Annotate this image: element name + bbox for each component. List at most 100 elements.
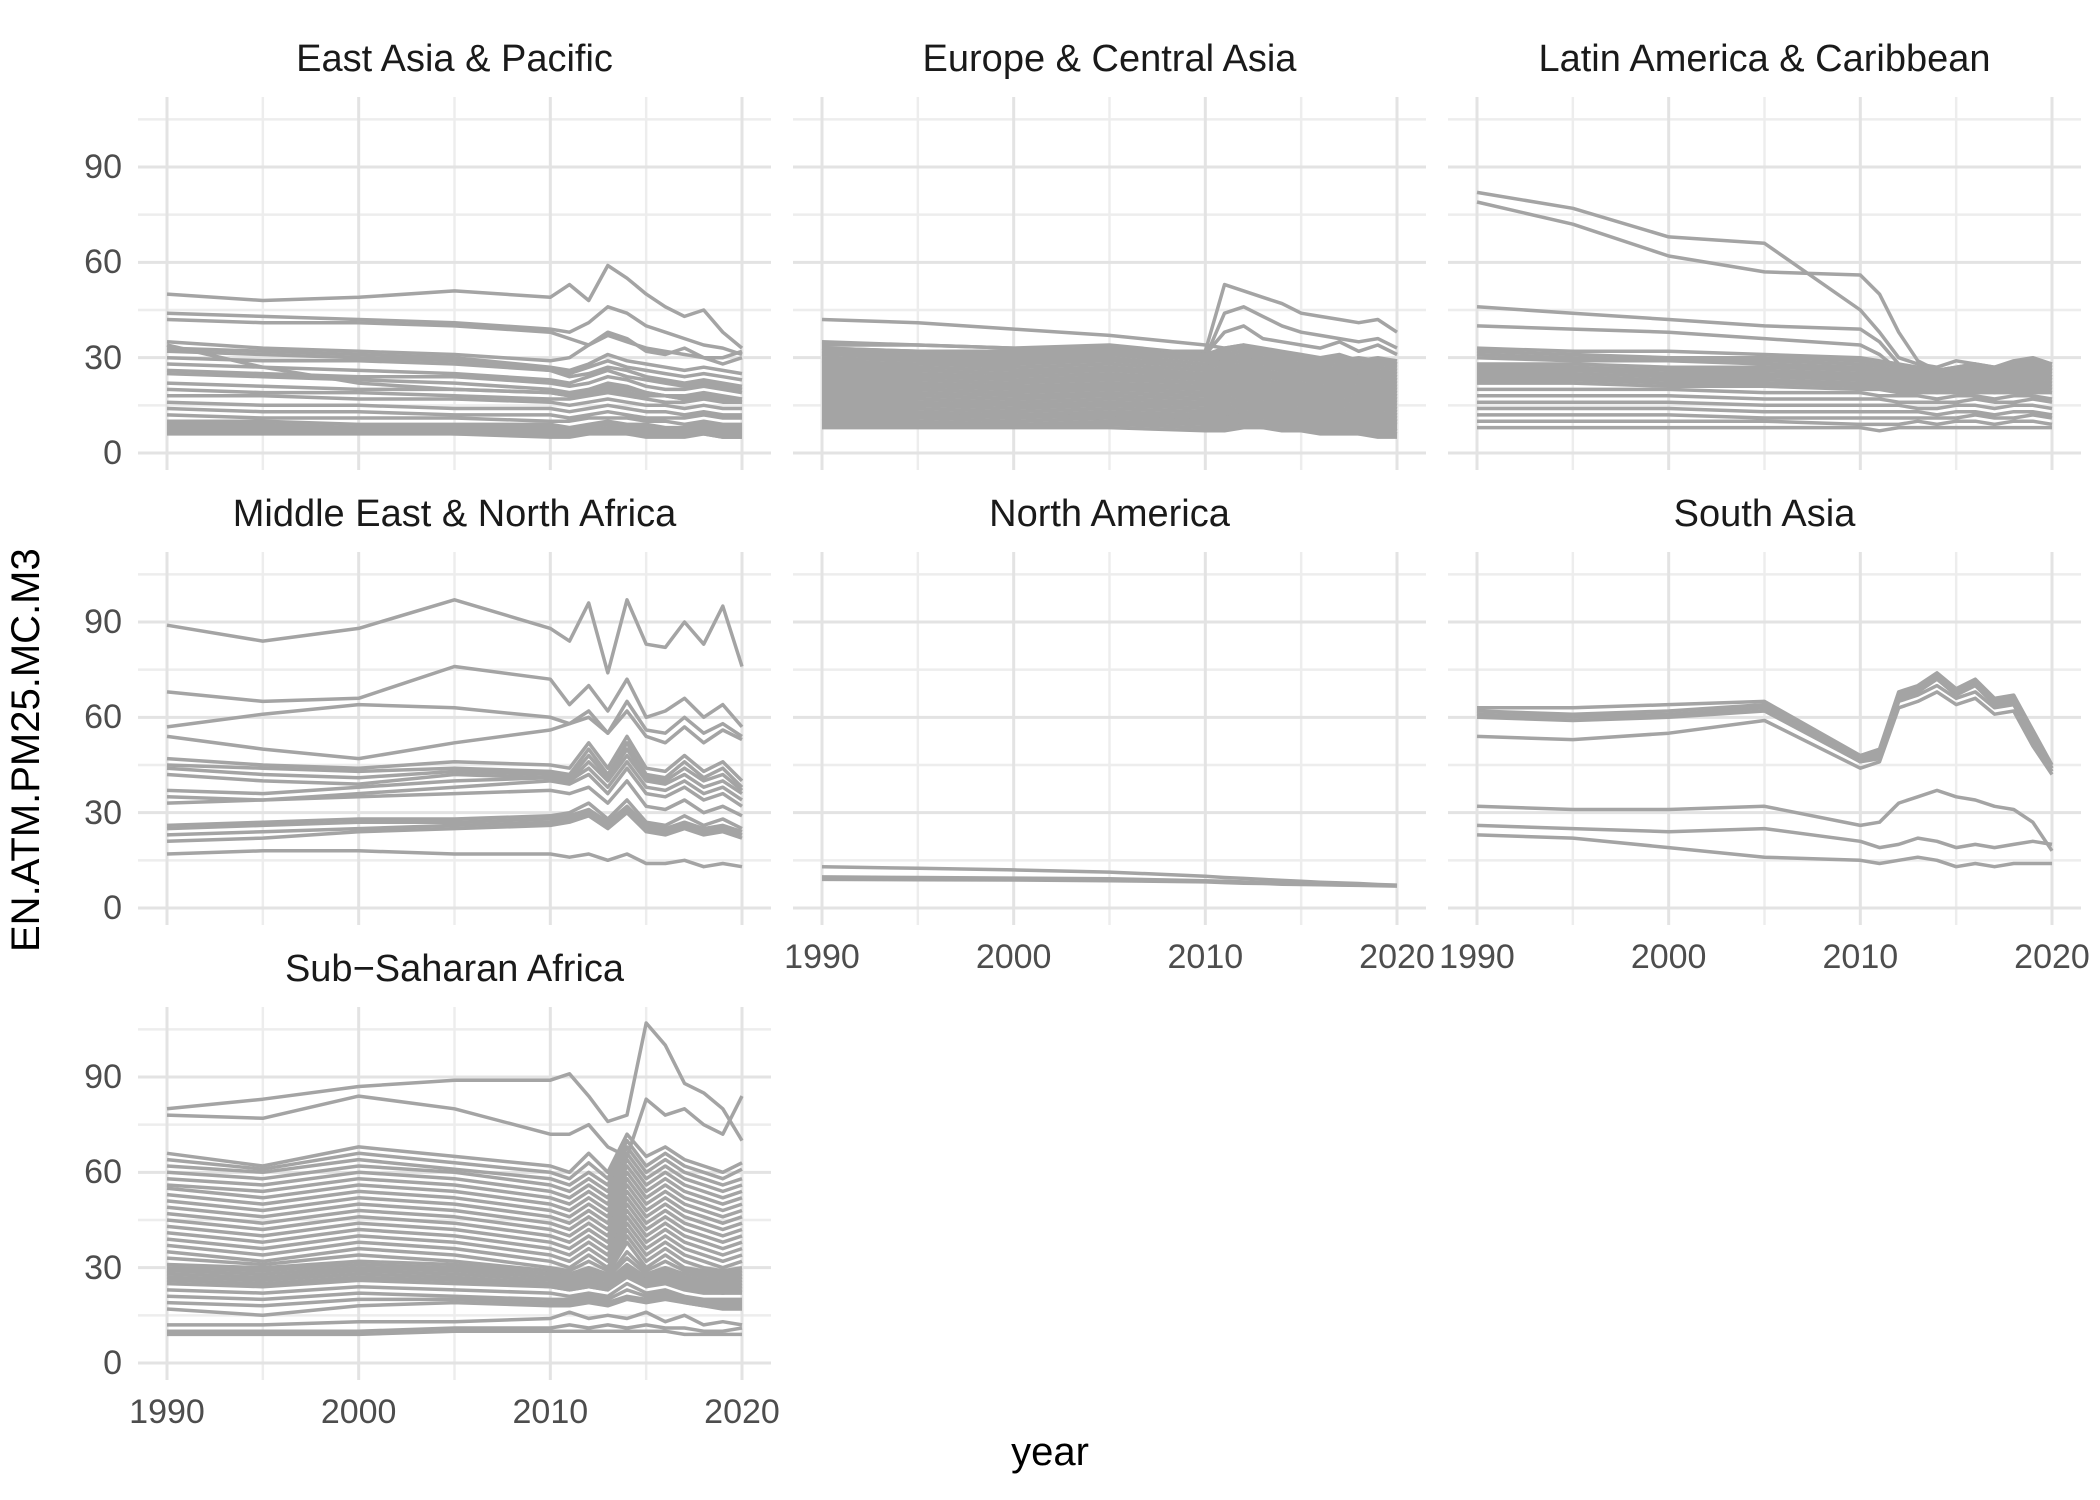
series-line	[821, 346, 1398, 366]
facet-title: Latin America & Caribbean	[1538, 38, 1991, 81]
series-line	[166, 355, 743, 389]
series-line	[166, 1094, 744, 1159]
series-line	[821, 877, 1398, 888]
series-line	[821, 349, 1398, 369]
series-line	[166, 368, 743, 395]
series-line	[166, 734, 744, 783]
series-line	[822, 374, 1398, 395]
series-line	[167, 432, 742, 439]
x-axis-title: year	[1011, 1430, 1089, 1474]
series-line	[166, 1189, 743, 1232]
x-tick-label: 2020	[2014, 938, 2090, 976]
series-line	[166, 413, 742, 427]
facet-title: South Asia	[1673, 493, 1856, 536]
series-line	[166, 362, 743, 392]
series-line	[1477, 368, 2053, 385]
facet-north-america: North America 1990 2000 2010 2020	[784, 493, 1435, 976]
facet-sub-saharan-africa: Sub−Saharan Africa 0 30 60 90 1990 2000 2010 20…	[84, 948, 780, 1431]
series-line	[166, 1151, 743, 1194]
series-line	[166, 263, 744, 350]
series-line	[166, 798, 743, 831]
series-line	[1476, 690, 2054, 776]
series-line	[822, 397, 1398, 417]
series-line	[167, 425, 742, 436]
series-line	[822, 381, 1398, 401]
series-line	[822, 403, 1398, 423]
x-tick-label: 1990	[1439, 938, 1515, 976]
series-line	[822, 378, 1398, 398]
series-line	[167, 1323, 743, 1333]
facet-title: Middle East & North Africa	[232, 493, 677, 536]
series-line	[1476, 674, 2054, 770]
y-tick-label: 30	[84, 338, 122, 377]
y-tick-label: 30	[84, 793, 122, 832]
y-tick-label: 0	[103, 889, 122, 927]
series-line	[166, 664, 744, 729]
series-line	[822, 394, 1398, 414]
series-line	[166, 1265, 743, 1289]
series-line	[166, 1021, 744, 1142]
series-line	[166, 381, 742, 401]
series-line	[1476, 683, 2054, 773]
y-tick-label: 90	[84, 602, 122, 641]
x-tick-label: 2000	[975, 938, 1052, 976]
series-line	[822, 387, 1398, 408]
series-line	[1477, 400, 2053, 411]
series-line	[821, 359, 1398, 379]
y-tick-label: 60	[84, 1153, 122, 1192]
series-line	[822, 371, 1398, 392]
series-line	[166, 709, 743, 761]
series-line	[1477, 378, 2053, 395]
series-line	[1476, 788, 2054, 852]
series-line	[1477, 406, 2053, 417]
facet-europe-central-asia: Europe & Central Asia	[793, 38, 1426, 470]
y-tick-label: 0	[103, 434, 122, 472]
series-line	[166, 1176, 743, 1219]
x-tick-label: 1990	[784, 938, 860, 976]
facet-panel	[138, 552, 771, 925]
facet-panel	[138, 1007, 771, 1380]
series-line	[1476, 355, 2053, 379]
series-line	[166, 406, 742, 420]
x-tick-label: 2010	[512, 1393, 589, 1431]
x-tick-label: 2010	[1822, 938, 1899, 976]
series-line	[1477, 387, 2053, 401]
series-line	[821, 409, 1398, 423]
series-line	[1477, 419, 2053, 427]
y-tick-label: 60	[84, 698, 122, 737]
series-line	[821, 352, 1398, 373]
series-line	[166, 400, 742, 417]
series-line	[166, 1157, 743, 1200]
series-line	[166, 807, 743, 837]
x-tick-label: 1990	[129, 1393, 205, 1431]
y-axis-title: EN.ATM.PM25.MC.M3	[4, 548, 48, 952]
y-tick-label: 0	[103, 1344, 122, 1382]
series-line	[166, 1256, 743, 1283]
series-line	[822, 362, 1398, 382]
y-tick-label: 60	[84, 243, 122, 282]
series-line	[821, 355, 1398, 376]
series-line	[166, 1215, 743, 1257]
series-line	[166, 760, 743, 802]
series-line	[166, 1281, 742, 1302]
series-line	[822, 400, 1398, 420]
y-tick-label: 90	[84, 147, 122, 186]
series-line	[1477, 374, 2053, 392]
series-line	[166, 1164, 743, 1206]
series-line	[166, 1196, 743, 1238]
series-line	[166, 1170, 743, 1213]
series-line	[166, 747, 744, 792]
series-line	[1477, 671, 2054, 766]
series-line	[1476, 677, 2054, 770]
series-line	[166, 1132, 743, 1175]
series-line	[167, 1310, 743, 1327]
series-line	[166, 753, 743, 796]
series-line	[166, 317, 743, 360]
series-line	[166, 1240, 743, 1276]
series-line	[822, 390, 1398, 411]
series-line	[1476, 346, 2053, 373]
series-line	[1477, 413, 2053, 420]
x-tick-label: 2020	[1359, 938, 1435, 976]
series-line	[166, 1208, 743, 1251]
series-line	[1476, 833, 2052, 869]
